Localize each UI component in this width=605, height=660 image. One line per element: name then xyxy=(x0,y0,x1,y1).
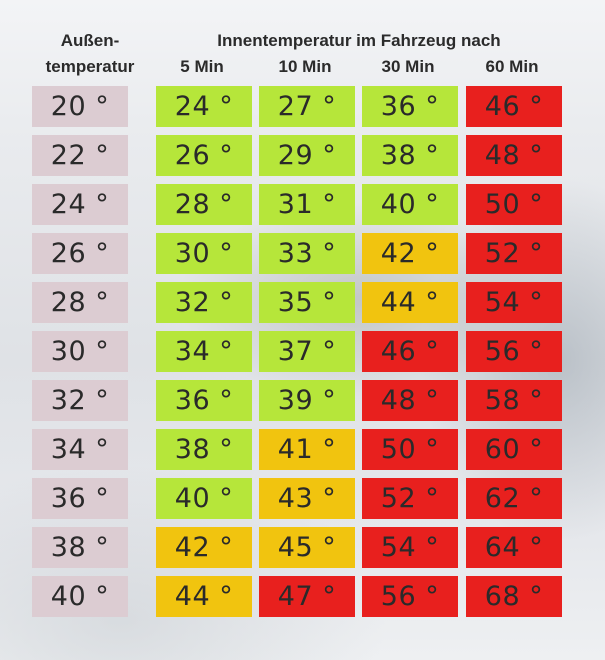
outside-temperature-cell: 32 ° xyxy=(32,380,128,421)
inside-temperature-cell-5-min: 38 ° xyxy=(156,429,252,470)
inside-temperature-cell-5-min: 32 ° xyxy=(156,282,252,323)
inside-temperature-cell-30-min: 38 ° xyxy=(362,135,458,176)
inside-temperature-cell-30-min: 46 ° xyxy=(362,331,458,372)
inside-temperature-cell-5-min: 26 ° xyxy=(156,135,252,176)
outside-temperature-cell: 24 ° xyxy=(32,184,128,225)
inside-temperature-cell-30-min: 44 ° xyxy=(362,282,458,323)
inside-temperature-cell-5-min: 34 ° xyxy=(156,331,252,372)
inside-temperature-cell-30-min: 54 ° xyxy=(362,527,458,568)
outside-temperature-header-line2: temperatur xyxy=(45,57,135,76)
inside-temperature-cell-60-min: 54 ° xyxy=(466,282,562,323)
outside-temperature-cell: 38 ° xyxy=(32,527,128,568)
inside-temperature-cell-10-min: 39 ° xyxy=(259,380,355,421)
outside-temperature-cell: 20 ° xyxy=(32,86,128,127)
outside-temperature-cell: 28 ° xyxy=(32,282,128,323)
inside-temperature-cell-5-min: 28 ° xyxy=(156,184,252,225)
inside-temperature-cell-5-min: 44 ° xyxy=(156,576,252,617)
inside-temperature-cell-60-min: 50 ° xyxy=(466,184,562,225)
outside-temperature-cell: 34 ° xyxy=(32,429,128,470)
inside-temperature-cell-30-min: 36 ° xyxy=(362,86,458,127)
inside-temperature-cell-5-min: 40 ° xyxy=(156,478,252,519)
inside-temperature-cell-60-min: 56 ° xyxy=(466,331,562,372)
inside-temperature-cell-60-min: 64 ° xyxy=(466,527,562,568)
column-header-5-min: 5 Min xyxy=(180,57,224,76)
inside-temperature-cell-10-min: 43 ° xyxy=(259,478,355,519)
outside-temperature-cell: 40 ° xyxy=(32,576,128,617)
inside-temperature-cell-10-min: 27 ° xyxy=(259,86,355,127)
inside-temperature-cell-5-min: 36 ° xyxy=(156,380,252,421)
outside-temperature-header-line1: Außen- xyxy=(60,31,120,50)
outside-temperature-cell: 30 ° xyxy=(32,331,128,372)
inside-temperature-header: Innentemperatur im Fahrzeug nach xyxy=(217,31,501,50)
outside-temperature-cell: 26 ° xyxy=(32,233,128,274)
inside-temperature-cell-30-min: 50 ° xyxy=(362,429,458,470)
inside-temperature-cell-60-min: 60 ° xyxy=(466,429,562,470)
column-header-60-min: 60 Min xyxy=(485,57,539,76)
inside-temperature-cell-10-min: 33 ° xyxy=(259,233,355,274)
inside-temperature-cell-10-min: 37 ° xyxy=(259,331,355,372)
inside-temperature-cell-10-min: 47 ° xyxy=(259,576,355,617)
inside-temperature-cell-60-min: 68 ° xyxy=(466,576,562,617)
inside-temperature-cell-60-min: 58 ° xyxy=(466,380,562,421)
outside-temperature-cell: 22 ° xyxy=(32,135,128,176)
inside-temperature-cell-10-min: 35 ° xyxy=(259,282,355,323)
inside-temperature-cell-10-min: 41 ° xyxy=(259,429,355,470)
inside-temperature-cell-10-min: 29 ° xyxy=(259,135,355,176)
outside-temperature-cell: 36 ° xyxy=(32,478,128,519)
inside-temperature-cell-60-min: 48 ° xyxy=(466,135,562,176)
inside-temperature-cell-30-min: 42 ° xyxy=(362,233,458,274)
inside-temperature-cell-5-min: 30 ° xyxy=(156,233,252,274)
inside-temperature-cell-10-min: 45 ° xyxy=(259,527,355,568)
column-header-10-min: 10 Min xyxy=(278,57,332,76)
inside-temperature-cell-10-min: 31 ° xyxy=(259,184,355,225)
inside-temperature-cell-30-min: 40 ° xyxy=(362,184,458,225)
inside-temperature-cell-5-min: 42 ° xyxy=(156,527,252,568)
inside-temperature-cell-5-min: 24 ° xyxy=(156,86,252,127)
inside-temperature-cell-60-min: 62 ° xyxy=(466,478,562,519)
inside-temperature-cell-30-min: 48 ° xyxy=(362,380,458,421)
inside-temperature-cell-30-min: 52 ° xyxy=(362,478,458,519)
inside-temperature-cell-30-min: 56 ° xyxy=(362,576,458,617)
inside-temperature-cell-60-min: 46 ° xyxy=(466,86,562,127)
inside-temperature-cell-60-min: 52 ° xyxy=(466,233,562,274)
column-header-30-min: 30 Min xyxy=(381,57,435,76)
